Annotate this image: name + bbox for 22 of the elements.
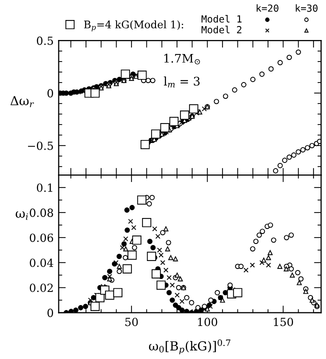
- annotation: 1.7M$_{⊙}$: [164, 54, 200, 64]
- y-axis-title: Δω$_{r}$: [10, 96, 34, 108]
- y-tick-label: −0.5: [28, 142, 53, 150]
- x-tick-label: 100: [198, 318, 218, 326]
- text: k=30: [296, 4, 318, 12]
- y-axis-title: ω$_{i}$: [16, 211, 28, 220]
- text: Model 1: [202, 15, 242, 23]
- y-tick-label: 0.06: [30, 234, 54, 242]
- y-tick-label: 0: [47, 308, 54, 318]
- x-tick-label: 150: [274, 318, 294, 326]
- y-tick-label: 0.02: [30, 284, 53, 292]
- y-tick-label: 0.04: [30, 258, 54, 268]
- x-axis-title: ω$_{0}$[B$_{p}$(kG)]$^{0.7}$: [149, 339, 230, 354]
- y-tick-label: 0.08: [30, 208, 54, 217]
- annotation: l$_{m}$ = 3: [164, 76, 200, 88]
- legend-label: B$_{p}$=4 kG(Model 1):: [84, 20, 184, 32]
- x-tick-label: 50: [125, 318, 138, 326]
- y-tick-label: 0.5: [36, 36, 53, 45]
- text: Model 2: [202, 26, 242, 34]
- text: k=20: [256, 4, 278, 12]
- y-tick-label: 0: [47, 89, 54, 98]
- y-tick-label: 0.1: [36, 184, 52, 192]
